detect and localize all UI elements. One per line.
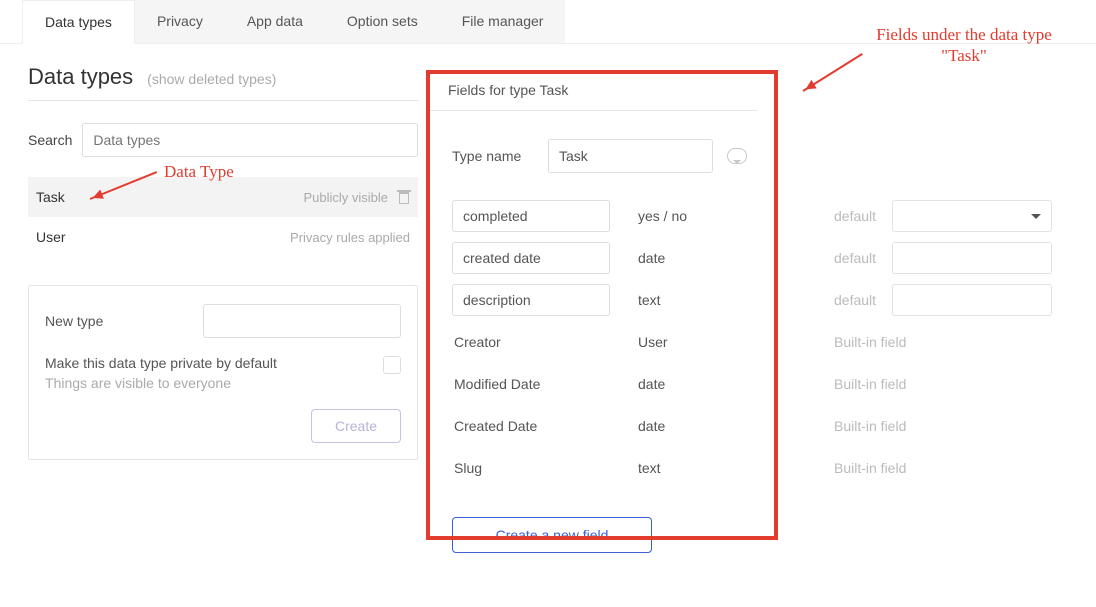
- builtin-label: Built-in field: [834, 334, 906, 350]
- field-type: text: [638, 292, 778, 308]
- field-row-builtin: Slug text Built-in field: [452, 447, 1080, 489]
- field-name-input[interactable]: description: [452, 284, 610, 316]
- page-title: Data types: [28, 64, 133, 90]
- tab-file-manager[interactable]: File manager: [440, 0, 566, 43]
- tab-option-sets[interactable]: Option sets: [325, 0, 440, 43]
- field-name-input[interactable]: completed: [452, 200, 610, 232]
- trash-icon[interactable]: [398, 190, 410, 204]
- type-name-label: Type name: [452, 148, 534, 164]
- private-checkbox[interactable]: [383, 356, 401, 374]
- field-name: Slug: [452, 452, 610, 484]
- builtin-label: Built-in field: [834, 460, 906, 476]
- new-type-input[interactable]: [203, 304, 401, 338]
- search-input[interactable]: [82, 123, 418, 157]
- field-row: created date date default: [452, 237, 1080, 279]
- field-row-builtin: Creator User Built-in field: [452, 321, 1080, 363]
- default-label: default: [834, 250, 892, 266]
- field-type: date: [638, 376, 778, 392]
- default-select[interactable]: [892, 200, 1052, 232]
- builtin-label: Built-in field: [834, 418, 906, 434]
- create-field-button[interactable]: Create a new field: [452, 517, 652, 553]
- tab-app-data[interactable]: App data: [225, 0, 325, 43]
- fields-panel: Fields for type Task Type name completed…: [430, 72, 1080, 553]
- field-name: Modified Date: [452, 368, 610, 400]
- field-type: yes / no: [638, 208, 778, 224]
- create-type-button[interactable]: Create: [311, 409, 401, 443]
- default-input[interactable]: [892, 242, 1052, 274]
- show-deleted-link[interactable]: (show deleted types): [147, 71, 276, 87]
- field-row: completed yes / no default: [452, 195, 1080, 237]
- comment-icon[interactable]: [727, 148, 747, 164]
- field-name: Created Date: [452, 410, 610, 442]
- private-label: Make this data type private by default: [45, 354, 277, 374]
- tab-privacy[interactable]: Privacy: [135, 0, 225, 43]
- left-column: Data types (show deleted types) Search T…: [28, 64, 418, 460]
- builtin-label: Built-in field: [834, 376, 906, 392]
- new-type-label: New type: [45, 313, 185, 329]
- new-type-box: New type Make this data type private by …: [28, 285, 418, 460]
- field-name: Creator: [452, 326, 610, 358]
- private-sub: Things are visible to everyone: [45, 374, 277, 394]
- default-label: default: [834, 292, 892, 308]
- fields-panel-title: Fields for type Task: [430, 72, 758, 111]
- type-list: Task Publicly visible User Privacy rules…: [28, 177, 418, 257]
- field-type: date: [638, 250, 778, 266]
- type-name: User: [36, 229, 66, 245]
- default-input[interactable]: [892, 284, 1052, 316]
- default-label: default: [834, 208, 892, 224]
- type-row-task[interactable]: Task Publicly visible: [28, 177, 418, 217]
- type-name-input[interactable]: [548, 139, 713, 173]
- search-label: Search: [28, 132, 72, 148]
- tab-data-types[interactable]: Data types: [22, 0, 135, 44]
- field-type: text: [638, 460, 778, 476]
- field-name-input[interactable]: created date: [452, 242, 610, 274]
- type-status: Publicly visible: [303, 190, 388, 205]
- type-status: Privacy rules applied: [290, 230, 410, 245]
- type-name: Task: [36, 189, 65, 205]
- type-row-user[interactable]: User Privacy rules applied: [28, 217, 418, 257]
- field-row: description text default: [452, 279, 1080, 321]
- field-type: User: [638, 334, 778, 350]
- field-type: date: [638, 418, 778, 434]
- field-row-builtin: Modified Date date Built-in field: [452, 363, 1080, 405]
- tabs-bar: Data types Privacy App data Option sets …: [0, 0, 1096, 44]
- field-row-builtin: Created Date date Built-in field: [452, 405, 1080, 447]
